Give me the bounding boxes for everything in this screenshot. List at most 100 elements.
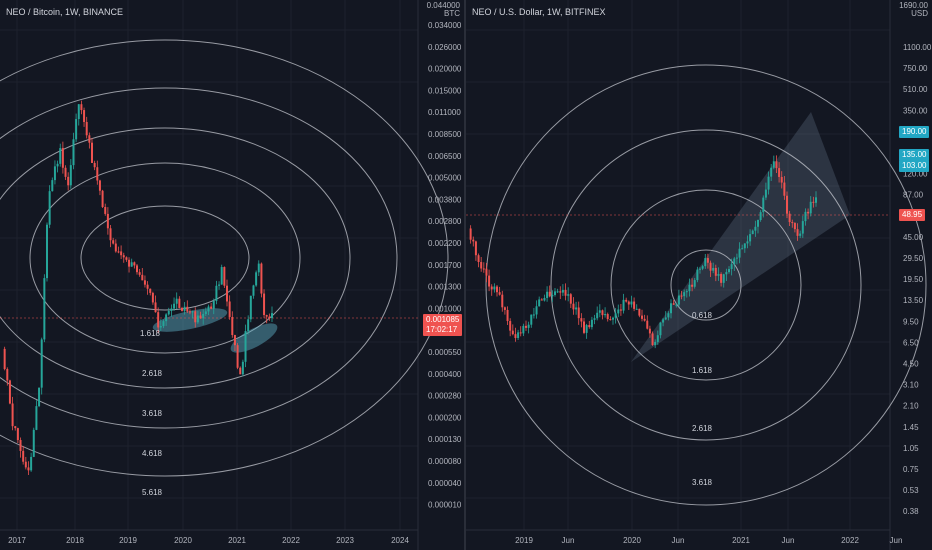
btc-candle-body: [22, 450, 25, 462]
usd-candle-body: [685, 291, 688, 293]
usd-chart-pane[interactable]: 0.618 1.618 2.618 3.618 1100.00 750.00 510.00 3…: [466, 0, 932, 550]
usd-candle-body: [706, 258, 709, 263]
usd-x-tick-label: Jun: [562, 536, 575, 545]
btc-candle-body: [24, 461, 27, 468]
btc-candle-body: [40, 339, 43, 388]
btc-candle-body: [72, 139, 75, 166]
usd-y-tick-label: 13.50: [903, 296, 924, 305]
usd-y-tick-label: 350.00: [903, 106, 928, 115]
btc-y-tick-label: 0.001000: [428, 304, 462, 313]
btc-x-tick-label: 2021: [228, 536, 246, 545]
btc-x-tick-label: 2017: [8, 536, 26, 545]
btc-candle-body: [19, 440, 22, 451]
usd-candle-body: [643, 318, 646, 321]
btc-candle-body: [3, 348, 6, 370]
usd-candle-body: [675, 304, 678, 306]
usd-candle-body: [622, 299, 625, 311]
btc-candle-body: [80, 104, 83, 111]
usd-candle-body: [635, 308, 638, 310]
usd-x-tick-label: 2020: [623, 536, 641, 545]
usd-y-tick-label: 0.53: [903, 486, 919, 495]
btc-candle-body: [125, 257, 128, 260]
btc-candle-body: [6, 369, 9, 381]
usd-candle-body: [551, 294, 554, 297]
btc-candle-body: [151, 292, 154, 303]
usd-candle-body: [561, 289, 564, 293]
btc-candle-body: [101, 190, 104, 207]
btc-x-tick-label: 2018: [66, 536, 84, 545]
usd-candle-body: [472, 239, 475, 242]
usd-candle-body: [712, 267, 715, 271]
btc-candle-body: [202, 314, 205, 319]
btc-candle-body: [30, 456, 33, 471]
btc-y-tick-label: 0.001300: [428, 283, 462, 292]
usd-candle-body: [691, 284, 694, 287]
usd-candle-body: [546, 291, 549, 298]
btc-candle-body: [186, 306, 189, 312]
btc-candle-body: [122, 255, 125, 258]
usd-fib-label: 1.618: [692, 366, 713, 375]
btc-candle-body: [173, 303, 176, 309]
usd-candle-body: [791, 222, 794, 224]
btc-y-tick-label: 0.003800: [428, 195, 462, 204]
btc-candle-body: [204, 311, 207, 315]
usd-candle-body: [735, 257, 738, 259]
btc-chart-pane[interactable]: 1.618 2.618 3.618 4.618 5.618 0.034000 0.02600…: [0, 0, 466, 550]
btc-candle-body: [188, 311, 191, 313]
usd-y-tick-label: 1.05: [903, 444, 919, 453]
usd-chart-canvas[interactable]: 0.618 1.618 2.618 3.618 1100.00 750.00 510.00 3…: [466, 0, 932, 550]
btc-countdown: 17:02:17: [426, 325, 458, 334]
usd-fib-circle: [670, 249, 742, 321]
usd-candle-body: [641, 315, 643, 319]
btc-candle-body: [61, 148, 64, 168]
btc-y-tick-label: 0.000130: [428, 435, 462, 444]
btc-chart-canvas[interactable]: 1.618 2.618 3.618 4.618 5.618 0.034000 0.02600…: [0, 0, 466, 550]
btc-y-tick-label: 0.008500: [428, 130, 462, 139]
btc-candle-body: [268, 316, 271, 319]
btc-candle-body: [128, 259, 131, 267]
usd-candle-body: [527, 324, 530, 328]
usd-candle-body: [522, 325, 525, 334]
btc-candle-body: [178, 298, 181, 308]
btc-candle-body: [239, 367, 242, 375]
usd-candle-body: [704, 258, 707, 267]
usd-candle-body: [656, 335, 659, 342]
usd-candle-body: [614, 313, 617, 318]
usd-candle-body: [709, 262, 712, 271]
usd-candle-body: [651, 333, 654, 346]
btc-candle-body: [249, 295, 252, 320]
usd-candle-body: [775, 161, 778, 169]
usd-candle-body: [604, 314, 607, 316]
btc-fib-circle: [80, 205, 250, 311]
usd-candle-body: [778, 168, 781, 177]
btc-candle-body: [228, 301, 231, 317]
usd-candle-body: [633, 301, 636, 309]
btc-candle-body: [14, 426, 17, 429]
usd-fib-label: 0.618: [692, 311, 713, 320]
btc-y-tick-label: 0.000080: [428, 457, 462, 466]
btc-candle-body: [263, 293, 266, 316]
usd-candle-body: [583, 321, 585, 333]
btc-candle-body: [183, 306, 186, 311]
btc-y-tick-label: 0.005000: [428, 174, 462, 183]
usd-candle-body: [688, 284, 691, 292]
btc-candle-body: [109, 228, 112, 241]
btc-candle-body: [154, 302, 157, 313]
usd-candle-body: [725, 272, 728, 275]
usd-candle-body: [648, 328, 651, 334]
btc-candle-body: [210, 306, 213, 309]
btc-candle-body: [96, 167, 99, 181]
usd-candle-body: [477, 255, 480, 263]
usd-y-tick-label: 120.00: [903, 170, 928, 179]
usd-candle-body: [738, 248, 741, 258]
usd-candle-body: [538, 299, 541, 307]
pane-divider[interactable]: [464, 0, 466, 550]
usd-candle-body: [490, 286, 493, 290]
usd-candle-body: [612, 317, 614, 320]
usd-candle-body: [812, 201, 815, 203]
btc-y-tick-label: 0.000550: [428, 348, 462, 357]
usd-candle-body: [667, 313, 670, 318]
usd-candle-body: [575, 307, 578, 310]
usd-x-tick-label: Jun: [672, 536, 685, 545]
usd-y-tick-label: 87.00: [903, 191, 924, 200]
